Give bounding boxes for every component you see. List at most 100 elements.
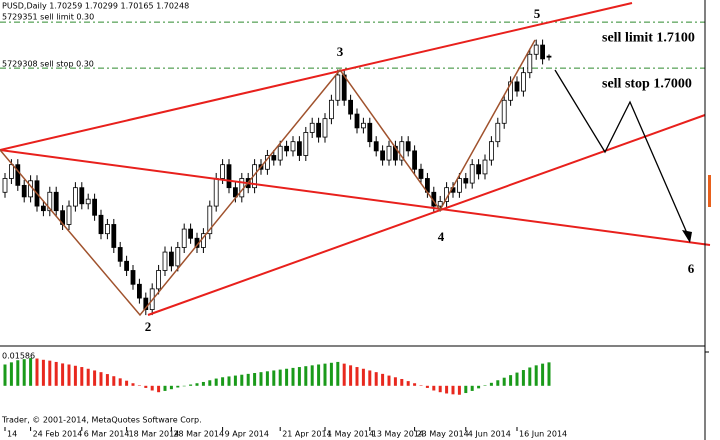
candle-body: [15, 164, 21, 186]
indicator-bar: [336, 361, 340, 386]
candle-body: [213, 178, 219, 207]
indicator-bar: [528, 367, 532, 386]
indicator-bar: [541, 363, 545, 386]
candle-body: [437, 201, 443, 207]
indicator-bar: [201, 381, 205, 386]
candle-body: [546, 55, 552, 58]
candle-body: [21, 184, 27, 198]
candle-body: [232, 187, 238, 198]
indicator-bar: [445, 385, 449, 394]
indicator-bar: [291, 367, 295, 386]
candle-body: [226, 164, 232, 189]
indicator-bar: [285, 368, 289, 386]
indicator-bar: [470, 385, 474, 391]
candle-body: [501, 99, 507, 124]
candle-body: [41, 205, 46, 212]
candle-body: [540, 44, 545, 60]
indicator-bar: [457, 385, 461, 395]
footer: Trader, © 2001-2014, MetaQuotes Software…: [1, 416, 202, 425]
candle-body: [418, 168, 424, 179]
trend-line: [0, 2, 633, 151]
candle-body: [277, 145, 283, 161]
indicator-bar: [374, 372, 378, 386]
indicator-bar: [144, 385, 148, 388]
indicator-bar: [278, 369, 282, 386]
candle-body: [380, 150, 386, 161]
candle-body: [399, 141, 405, 161]
indicator-bar: [105, 374, 109, 386]
x-tick-label: 23 May 2014: [417, 430, 469, 439]
candle-body: [124, 260, 129, 271]
indicator-bar: [208, 380, 212, 386]
candle-body: [168, 251, 174, 267]
candle-body: [8, 164, 14, 179]
indicator-bar: [521, 370, 525, 386]
candle-body: [335, 74, 341, 101]
candle-body: [130, 270, 136, 285]
candle-body: [98, 214, 104, 235]
indicator-bar: [304, 366, 308, 386]
candle-body: [373, 141, 379, 152]
indicator-bar: [419, 385, 423, 386]
indicator-bar: [323, 363, 327, 386]
x-tick-label: 4 Jun 2014: [468, 430, 511, 439]
candle-body: [482, 159, 488, 175]
indicator-bar: [381, 373, 385, 386]
candle-body: [367, 122, 373, 143]
indicator-bar: [176, 385, 180, 388]
indicator-bar: [272, 370, 276, 386]
indicator-bar: [214, 378, 218, 386]
indicator-bar: [317, 364, 321, 386]
indicator-bar: [483, 385, 487, 386]
projection-line: [554, 69, 691, 241]
plot-layer: [0, 21, 705, 395]
indicator-bar: [163, 385, 167, 391]
candle-body: [360, 122, 366, 129]
indicator-bar: [61, 363, 65, 386]
indicator-bar: [349, 365, 353, 386]
indicator-bar: [425, 385, 429, 388]
indicator-bar: [496, 380, 500, 386]
wave-label: 4: [438, 229, 445, 244]
indicator-bar: [29, 358, 33, 386]
indicator-bar: [131, 383, 135, 386]
indicator-bar: [400, 378, 404, 386]
indicator-bar: [451, 385, 455, 395]
candle-body: [316, 122, 322, 138]
wave-line: [0, 39, 536, 317]
candle-body: [354, 113, 360, 129]
indicator-bar: [22, 359, 26, 386]
x-tick-label: 16 Jun 2014: [519, 430, 567, 439]
candle-body: [533, 44, 539, 55]
indicator-bar: [118, 378, 122, 386]
trend-line: [0, 149, 711, 246]
indicator-bar: [240, 374, 244, 386]
indicator-bar: [393, 377, 397, 386]
indicator-bar: [16, 360, 20, 386]
indicator-bar: [509, 375, 513, 386]
indicator-bar: [80, 367, 84, 386]
candle-body: [105, 224, 110, 235]
candle-body: [47, 191, 53, 212]
indicator-bar: [246, 373, 250, 386]
candle-body: [156, 270, 162, 290]
wave-label: 5: [534, 6, 541, 21]
candle-body: [220, 164, 226, 179]
indicator-bar: [125, 380, 129, 386]
indicator-bar: [387, 375, 391, 386]
indicator-bar: [368, 370, 372, 386]
candle-body: [521, 72, 526, 92]
candle-body: [412, 150, 418, 170]
indicator-bar: [48, 360, 52, 386]
candle-body: [303, 132, 309, 156]
candle-body: [92, 198, 97, 216]
indicator-bar: [489, 382, 493, 386]
indicator-bar: [253, 373, 257, 386]
wave-label: 2: [145, 319, 152, 334]
indicator-bar: [93, 370, 97, 386]
indicator-bar: [35, 358, 39, 386]
indicator-bar: [169, 385, 173, 390]
indicator-bar: [547, 362, 551, 386]
indicator-bar: [137, 385, 141, 386]
